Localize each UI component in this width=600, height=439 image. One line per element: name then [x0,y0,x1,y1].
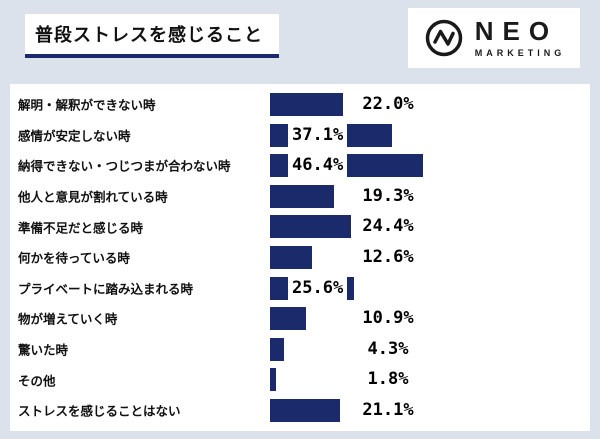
bar-chart: 解明・解釈ができない時 22.0% 感情が安定しない時 37.1% 納得できない… [10,84,590,431]
chart-row: 驚いた時 4.3% [10,334,590,365]
chart-row: 他人と意見が割れている時 19.3% [10,181,590,212]
pulse-circle-icon [425,19,462,57]
category-label: その他 [18,374,56,389]
bar [270,215,351,239]
value-label: 19.3% [362,185,414,206]
value-label: 10.9% [362,308,414,329]
chart-row: 何かを待っている時 12.6% [10,242,590,273]
value-label: 4.3% [367,338,409,359]
category-label: ストレスを感じることはない [18,404,181,419]
chart-row: 感情が安定しない時 37.1% [10,120,590,151]
logo-text: NEO MARKETING [475,18,566,58]
chart-rows: 解明・解釈ができない時 22.0% 感情が安定しない時 37.1% 納得できない… [10,89,590,426]
chart-row: 準備不足だと感じる時 24.4% [10,211,590,242]
chart-row: 物が増えていく時 10.9% [10,303,590,334]
bar [270,337,285,361]
value-label: 12.6% [362,246,414,267]
bar [270,307,306,331]
logo-subtitle: MARKETING [474,48,566,58]
bar [270,184,334,208]
value-label: 1.8% [367,369,409,390]
page-title: 普段ストレスを感じること [35,25,263,45]
bar [270,398,340,422]
category-label: 準備不足だと感じる時 [18,221,144,236]
chart-row: 解明・解釈ができない時 22.0% [10,89,590,120]
value-label: 46.4% [288,153,348,178]
value-label: 22.0% [362,94,414,114]
page-title-box: 普段ストレスを感じること [25,14,279,58]
bar [270,245,312,269]
chart-row: プライベートに踏み込まれる時 25.6% [10,273,590,304]
chart-row: 納得できない・つじつまが合わない時 46.4% [10,150,590,181]
value-label: 25.6% [288,275,348,300]
value-label: 37.1% [288,122,348,147]
category-label: 何かを待っている時 [18,251,130,266]
category-label: 解明・解釈ができない時 [18,98,156,113]
value-label: 21.1% [362,399,414,420]
logo-name: NEO [474,16,559,46]
category-label: 感情が安定しない時 [18,129,131,144]
category-label: プライベートに踏み込まれる時 [18,282,194,297]
chart-row: ストレスを感じることはない 21.1% [10,395,590,426]
chart-row: その他 1.8% [10,364,590,395]
category-label: 他人と意見が割れている時 [18,190,168,205]
category-label: 驚いた時 [18,343,69,358]
category-label: 納得できない・つじつまが合わない時 [18,159,231,174]
category-label: 物が増えていく時 [18,312,118,327]
bar [270,368,276,392]
logo: NEO MARKETING [408,8,580,68]
bar [270,93,343,116]
value-label: 24.4% [362,216,414,237]
